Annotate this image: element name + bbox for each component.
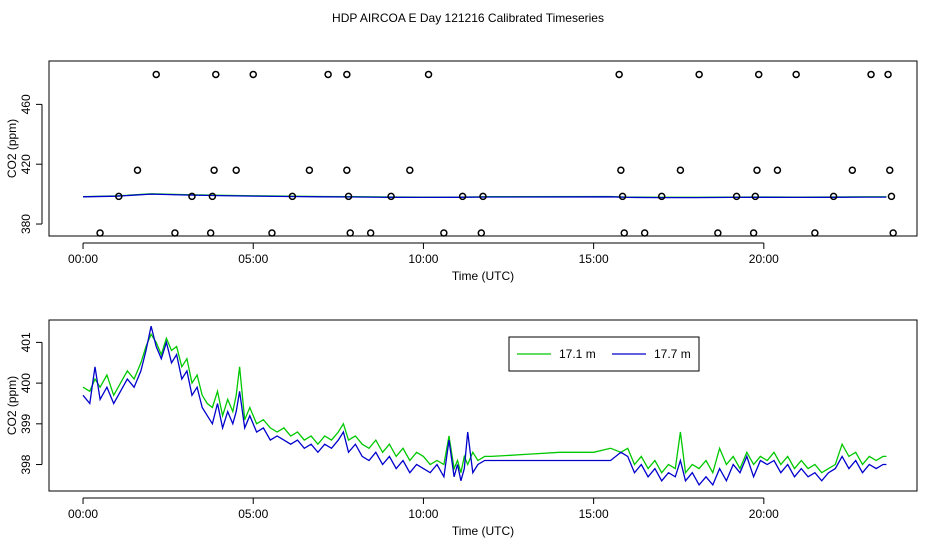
top-panel: 00:00 05:00 10:00 15:00 20:00 Time (UTC) 380 42…	[5, 60, 918, 283]
data-point	[288, 192, 297, 201]
data-point	[343, 166, 351, 174]
data-point	[732, 192, 741, 201]
data-point	[387, 192, 395, 201]
data-point	[366, 229, 375, 237]
data-point	[232, 166, 240, 174]
data-point	[753, 166, 761, 174]
y-axis-label: CO2 (ppm)	[5, 119, 19, 178]
data-point	[884, 70, 892, 79]
data-point	[773, 166, 782, 174]
y-tick-label: 398	[19, 454, 33, 474]
y-tick-label: 380	[19, 214, 33, 234]
y-axis-label: CO2 (ppm)	[5, 376, 19, 435]
data-point	[618, 192, 627, 201]
x-tick-label: 00:00	[68, 252, 98, 266]
data-point	[749, 229, 758, 237]
data-point	[889, 229, 897, 237]
data-point	[305, 166, 314, 174]
data-point	[657, 192, 666, 201]
x-tick-label: 10:00	[408, 252, 438, 266]
legend-label: 17.1 m	[559, 347, 596, 361]
data-point	[620, 229, 629, 237]
data-point	[249, 70, 257, 79]
data-point	[714, 229, 722, 237]
data-point	[458, 192, 467, 201]
data-point	[479, 192, 487, 201]
data-point	[188, 192, 196, 201]
series-line-blue	[82, 193, 887, 199]
x-tick-label: 15:00	[579, 507, 609, 521]
data-point	[171, 229, 179, 237]
data-point	[133, 166, 142, 174]
y-tick-label: 401	[19, 332, 33, 352]
data-point	[324, 70, 332, 79]
data-point	[406, 166, 414, 174]
data-point	[676, 166, 685, 174]
data-point	[617, 166, 625, 174]
data-point	[640, 229, 649, 237]
x-tick-label: 10:00	[408, 507, 438, 521]
data-point	[346, 229, 354, 237]
data-point	[210, 166, 218, 174]
data-point	[212, 70, 220, 79]
data-point	[343, 70, 351, 79]
data-point	[615, 70, 623, 79]
chart-title: HDP AIRCOA E Day 121216 Calibrated Times…	[332, 11, 604, 25]
y-tick-label: 460	[19, 94, 33, 114]
x-axis-label: Time (UTC)	[452, 269, 514, 283]
x-axis-label: Time (UTC)	[452, 524, 514, 538]
plot-frame	[48, 319, 918, 492]
x-tick-label: 05:00	[238, 252, 268, 266]
x-tick-label: 00:00	[68, 507, 98, 521]
data-point	[829, 192, 838, 201]
data-point	[152, 70, 160, 79]
plot-frame	[48, 60, 918, 237]
data-point	[477, 229, 486, 237]
x-tick-label: 20:00	[749, 507, 779, 521]
data-point	[886, 166, 894, 174]
x-tick-label: 15:00	[579, 252, 609, 266]
y-tick-label: 399	[19, 413, 33, 433]
x-tick-label: 20:00	[749, 252, 779, 266]
data-point	[206, 229, 215, 237]
data-point	[440, 229, 448, 237]
data-point	[811, 229, 819, 237]
data-point	[751, 192, 760, 201]
x-tick-label: 05:00	[238, 507, 268, 521]
data-point	[424, 70, 433, 79]
data-point	[268, 229, 276, 237]
series-line-green	[82, 332, 887, 475]
y-tick-label: 420	[19, 154, 33, 174]
data-point	[695, 70, 703, 79]
series-line-blue	[82, 325, 887, 487]
data-point	[848, 166, 857, 174]
data-point	[887, 192, 896, 201]
legend-label: 17.7 m	[654, 347, 691, 361]
y-tick-label: 400	[19, 373, 33, 393]
data-point	[96, 229, 104, 237]
data-point	[867, 70, 875, 79]
bottom-panel: 00:00 05:00 10:00 15:00 20:00 Time (UTC) 398 39…	[5, 319, 918, 538]
data-point	[792, 70, 800, 79]
data-point	[115, 192, 123, 201]
data-point	[754, 70, 763, 79]
data-point	[208, 192, 217, 201]
data-point	[344, 192, 353, 201]
